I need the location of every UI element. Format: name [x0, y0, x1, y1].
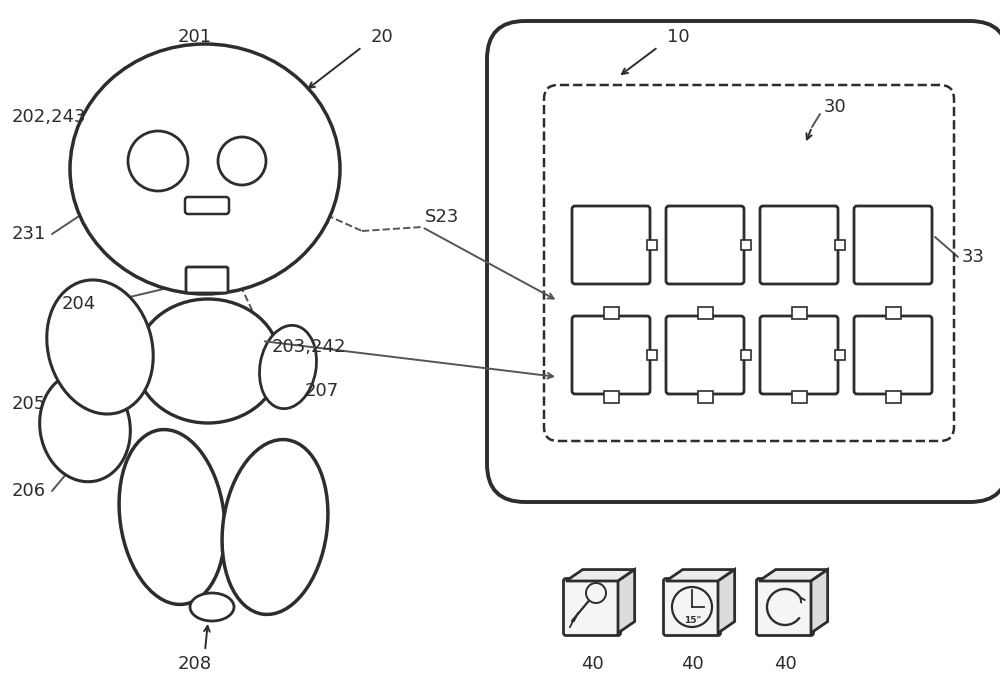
- Circle shape: [586, 583, 606, 603]
- Bar: [792, 307, 806, 319]
- Bar: [698, 307, 712, 319]
- Ellipse shape: [222, 440, 328, 614]
- Text: 40: 40: [774, 655, 796, 673]
- Polygon shape: [666, 570, 735, 581]
- Text: 207: 207: [305, 382, 339, 400]
- Polygon shape: [718, 570, 735, 633]
- Text: 208: 208: [178, 655, 212, 673]
- Bar: [741, 350, 751, 360]
- FancyBboxPatch shape: [854, 206, 932, 284]
- Circle shape: [672, 587, 712, 627]
- FancyBboxPatch shape: [185, 197, 229, 214]
- Text: 202,243: 202,243: [12, 108, 87, 126]
- Text: 40: 40: [581, 655, 603, 673]
- Polygon shape: [811, 570, 828, 633]
- FancyBboxPatch shape: [854, 316, 932, 394]
- FancyBboxPatch shape: [760, 206, 838, 284]
- Ellipse shape: [190, 593, 234, 621]
- Polygon shape: [759, 570, 828, 581]
- Ellipse shape: [70, 44, 340, 294]
- Bar: [698, 391, 712, 403]
- Bar: [886, 307, 900, 319]
- Bar: [835, 240, 845, 250]
- FancyBboxPatch shape: [572, 206, 650, 284]
- Ellipse shape: [136, 299, 280, 423]
- FancyBboxPatch shape: [760, 316, 838, 394]
- Text: 206: 206: [12, 482, 46, 500]
- Ellipse shape: [40, 373, 130, 482]
- Text: 33: 33: [962, 248, 985, 266]
- FancyBboxPatch shape: [666, 206, 744, 284]
- Text: 40: 40: [681, 655, 703, 673]
- Text: 20: 20: [371, 28, 393, 46]
- Circle shape: [218, 137, 266, 185]
- Ellipse shape: [119, 430, 225, 605]
- Bar: [741, 240, 751, 250]
- FancyBboxPatch shape: [186, 267, 228, 293]
- Bar: [604, 391, 618, 403]
- Bar: [647, 350, 657, 360]
- Bar: [835, 350, 845, 360]
- Ellipse shape: [259, 325, 317, 409]
- Ellipse shape: [47, 280, 153, 414]
- Text: 231: 231: [12, 225, 46, 243]
- FancyBboxPatch shape: [564, 579, 620, 635]
- FancyBboxPatch shape: [664, 579, 720, 635]
- FancyBboxPatch shape: [572, 316, 650, 394]
- FancyBboxPatch shape: [487, 21, 1000, 502]
- Text: 201: 201: [178, 28, 212, 46]
- Text: 10: 10: [667, 28, 689, 46]
- Text: 15": 15": [684, 616, 701, 625]
- Text: 203,242: 203,242: [272, 338, 347, 356]
- Polygon shape: [618, 570, 635, 633]
- Text: 204: 204: [62, 295, 96, 313]
- Bar: [647, 240, 657, 250]
- Circle shape: [128, 131, 188, 191]
- FancyBboxPatch shape: [757, 579, 814, 635]
- Polygon shape: [566, 570, 635, 581]
- Bar: [604, 307, 618, 319]
- Bar: [792, 391, 806, 403]
- Text: 30: 30: [824, 98, 846, 116]
- FancyBboxPatch shape: [666, 316, 744, 394]
- Text: 205: 205: [12, 395, 46, 413]
- Text: S23: S23: [425, 208, 459, 226]
- Bar: [886, 391, 900, 403]
